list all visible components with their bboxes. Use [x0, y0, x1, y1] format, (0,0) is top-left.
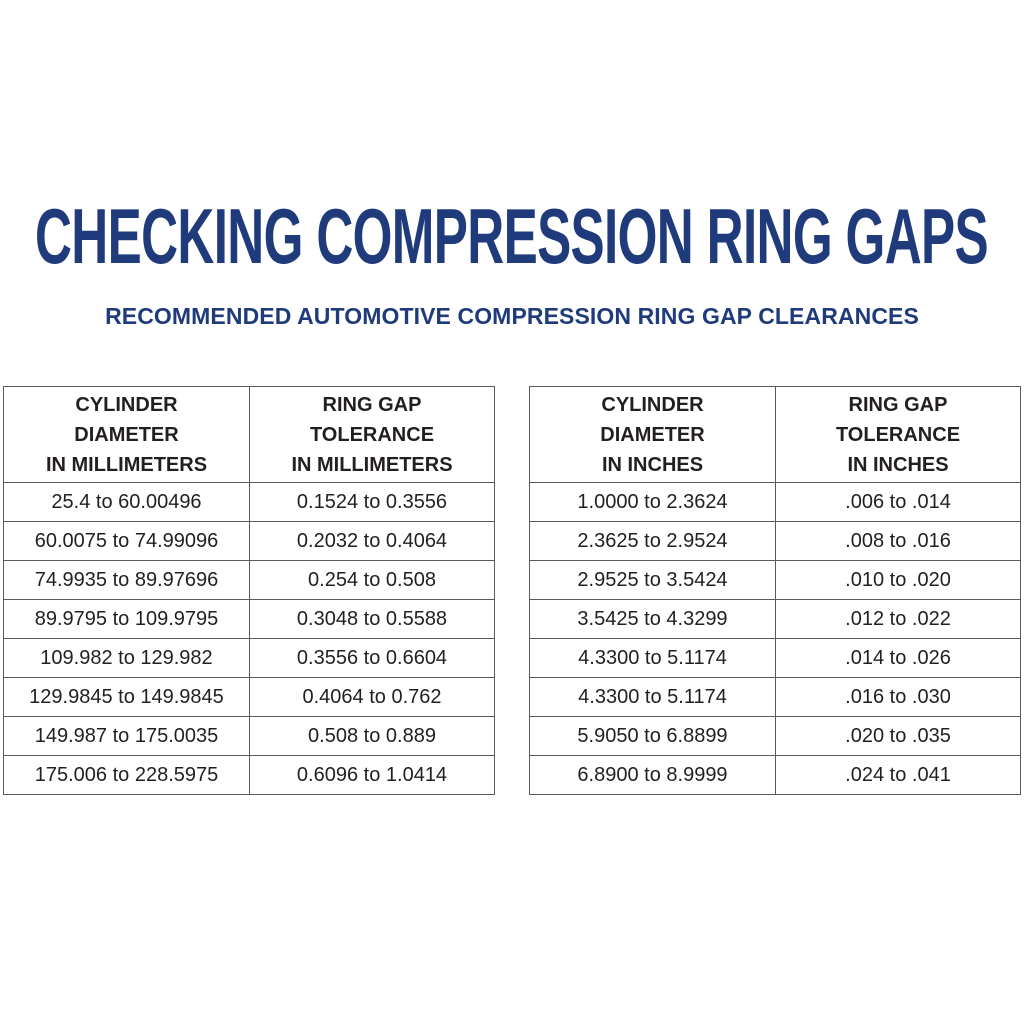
table-row: 4.3300 to 5.1174.014 to .026	[529, 638, 1021, 678]
column-header-ring-gap-tolerance: RING GAP TOLERANCE IN INCHES	[775, 386, 1021, 483]
header-line: RING GAP	[322, 393, 422, 416]
ring-gap-tolerance-cell: .014 to .026	[775, 638, 1021, 678]
inches-table: CYLINDER DIAMETER IN INCHES RING GAP TOLERAN…	[529, 386, 1021, 795]
header-line: IN INCHES	[601, 453, 704, 476]
ring-gap-tolerance-cell: .016 to .030	[775, 677, 1021, 717]
table-row: 25.4 to 60.00496 0.1524 to 0.3556	[3, 482, 495, 522]
header-line: DIAMETER	[600, 423, 705, 446]
millimeters-table: CYLINDER DIAMETER IN MILLIMETERS RING GAP TO…	[3, 386, 495, 795]
header-row: CYLINDER DIAMETER IN INCHES RING GAP TOLERAN…	[529, 386, 1021, 483]
cylinder-diameter-cell: 129.9845 to 149.9845	[3, 677, 250, 717]
cylinder-diameter-cell: 149.987 to 175.0035	[3, 716, 250, 756]
table-row: 2.3625 to 2.9524.008 to .016	[529, 521, 1021, 561]
table-row: 74.9935 to 89.97696 0.254 to 0.508	[3, 560, 495, 600]
column-header-cylinder-diameter: CYLINDER DIAMETER IN INCHES	[529, 386, 776, 483]
header-line: IN MILLIMETERS	[45, 453, 208, 476]
cylinder-diameter-cell: 2.9525 to 3.5424	[529, 560, 776, 600]
ring-gap-tolerance-cell: 0.6096 to 1.0414	[249, 755, 495, 795]
page-title-wrap: CHECKING COMPRESSION RING GAPS	[35, 192, 989, 280]
ring-gap-tolerance-cell: .006 to .014	[775, 482, 1021, 522]
table-row: 109.982 to 129.982 0.3556 to 0.6604	[3, 638, 495, 678]
header-line: RING GAP	[848, 393, 948, 416]
cylinder-diameter-cell: 6.8900 to 8.9999	[529, 755, 776, 795]
cylinder-diameter-cell: 2.3625 to 2.9524	[529, 521, 776, 561]
ring-gap-tolerance-cell: .010 to .020	[775, 560, 1021, 600]
ring-gap-tolerance-cell: .008 to .016	[775, 521, 1021, 561]
ring-gap-tolerance-cell: 0.3048 to 0.5588	[249, 599, 495, 639]
cylinder-diameter-cell: 60.0075 to 74.99096	[3, 521, 250, 561]
cylinder-diameter-cell: 109.982 to 129.982	[3, 638, 250, 678]
table-row: 1.0000 to 2.3624.006 to .014	[529, 482, 1021, 522]
cylinder-diameter-cell: 25.4 to 60.00496	[3, 482, 250, 522]
ring-gap-tolerance-cell: 0.2032 to 0.4064	[249, 521, 495, 561]
page-subtitle: RECOMMENDED AUTOMOTIVE COMPRESSION RING …	[105, 303, 919, 329]
table-row: 2.9525 to 3.5424.010 to .020	[529, 560, 1021, 600]
column-header-cylinder-diameter: CYLINDER DIAMETER IN MILLIMETERS	[3, 386, 250, 483]
header-line: CYLINDER	[75, 393, 178, 416]
header-line: IN INCHES	[847, 453, 949, 476]
table-row: 4.3300 to 5.1174.016 to .030	[529, 677, 1021, 717]
header-line: IN MILLIMETERS	[291, 453, 453, 476]
table-row: 60.0075 to 74.99096 0.2032 to 0.4064	[3, 521, 495, 561]
table-row: 129.9845 to 149.9845 0.4064 to 0.762	[3, 677, 495, 717]
cylinder-diameter-cell: 89.9795 to 109.9795	[3, 599, 250, 639]
table-row: 3.5425 to 4.3299.012 to .022	[529, 599, 1021, 639]
cylinder-diameter-cell: 1.0000 to 2.3624	[529, 482, 776, 522]
header-line: DIAMETER	[74, 423, 179, 446]
header-row: CYLINDER DIAMETER IN MILLIMETERS RING GAP TO…	[3, 386, 495, 483]
ring-gap-tolerance-cell: .024 to .041	[775, 755, 1021, 795]
ring-gap-tolerance-cell: .012 to .022	[775, 599, 1021, 639]
table-row: 149.987 to 175.0035 0.508 to 0.889	[3, 716, 495, 756]
column-header-ring-gap-tolerance: RING GAP TOLERANCE IN MILLIMETERS	[249, 386, 495, 483]
table-row: 5.9050 to 6.8899.020 to .035	[529, 716, 1021, 756]
ring-gap-tolerance-cell: 0.3556 to 0.6604	[249, 638, 495, 678]
header-line: CYLINDER	[601, 393, 704, 416]
table-row: 175.006 to 228.5975 0.6096 to 1.0414	[3, 755, 495, 795]
table-row: 6.8900 to 8.9999.024 to .041	[529, 755, 1021, 795]
ring-gap-tolerance-cell: .020 to .035	[775, 716, 1021, 756]
ring-gap-tolerance-cell: 0.508 to 0.889	[249, 716, 495, 756]
page-title: CHECKING COMPRESSION RING GAPS	[35, 192, 989, 280]
cylinder-diameter-cell: 3.5425 to 4.3299	[529, 599, 776, 639]
cylinder-diameter-cell: 74.9935 to 89.97696	[3, 560, 250, 600]
table-row: 89.9795 to 109.9795 0.3048 to 0.5588	[3, 599, 495, 639]
header-line: TOLERANCE	[835, 423, 961, 446]
cylinder-diameter-cell: 4.3300 to 5.1174	[529, 638, 776, 678]
ring-gap-tolerance-cell: 0.1524 to 0.3556	[249, 482, 495, 522]
cylinder-diameter-cell: 175.006 to 228.5975	[3, 755, 250, 795]
ring-gap-tolerance-cell: 0.254 to 0.508	[249, 560, 495, 600]
cylinder-diameter-cell: 5.9050 to 6.8899	[529, 716, 776, 756]
cylinder-diameter-cell: 4.3300 to 5.1174	[529, 677, 776, 717]
header-line: TOLERANCE	[309, 423, 435, 446]
ring-gap-tolerance-cell: 0.4064 to 0.762	[249, 677, 495, 717]
